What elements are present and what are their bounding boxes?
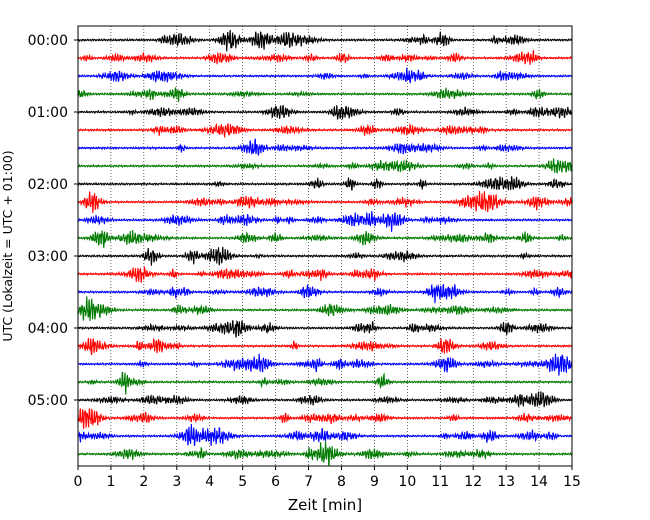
x-tick-label: 13: [497, 474, 515, 490]
seismogram-trace: [77, 371, 573, 395]
y-tick-label: 05:00: [28, 393, 68, 409]
seismogram-trace: [77, 353, 573, 376]
seismogram-trace: [77, 246, 573, 266]
x-tick-label: 15: [563, 474, 581, 490]
seismogram-trace: [77, 104, 573, 121]
seismogram-trace: [77, 408, 573, 429]
x-tick-label: 5: [238, 474, 247, 490]
x-tick-label: 10: [398, 474, 416, 490]
seismogram-trace: [77, 296, 573, 322]
seismogram-trace: [77, 138, 573, 156]
seismogram-trace: [77, 338, 573, 356]
seismogram-trace: [77, 424, 573, 447]
y-axis-label: UTC (Lokalzeit = UTC + 01:00): [0, 150, 15, 341]
grid-lines: [110, 26, 540, 466]
x-axis-label: Zeit [min]: [288, 496, 362, 514]
seismogram-trace: [77, 229, 573, 249]
x-tick-label: 6: [271, 474, 280, 490]
y-tick-label: 03:00: [28, 249, 68, 265]
seismogram-trace: [77, 320, 573, 338]
seismogram-trace: [77, 441, 573, 466]
seismogram-trace: [77, 67, 573, 84]
x-tick-label: 1: [106, 474, 115, 490]
y-axis-ticks: 00:00 01:00 02:00 03:00 04:00 05:00: [28, 33, 78, 409]
seismogram-trace: [77, 283, 573, 304]
x-tick-label: 12: [464, 474, 482, 490]
seismogram-trace: [77, 211, 573, 232]
seismogram-trace: [77, 176, 573, 191]
x-tick-label: 9: [370, 474, 379, 490]
seismogram-trace: [77, 122, 573, 138]
plot-frame: [77, 25, 573, 467]
x-tick-label: 2: [139, 474, 148, 490]
seismogram-trace: [77, 49, 573, 65]
y-tick-label: 04:00: [28, 321, 68, 337]
y-tick-label: 02:00: [28, 177, 68, 193]
x-tick-label: 14: [530, 474, 548, 490]
x-tick-label: 4: [205, 474, 214, 490]
y-tick-label: 01:00: [28, 105, 68, 121]
seismogram-trace: [77, 29, 573, 52]
seismogram-trace: [77, 158, 573, 174]
y-tick-label: 00:00: [28, 33, 68, 49]
seismogram-trace: [77, 391, 573, 409]
plot-background: [78, 26, 572, 466]
x-tick-label: 7: [304, 474, 313, 490]
seismogram-trace: [77, 87, 573, 102]
x-tick-label: 3: [172, 474, 181, 490]
seismogram-trace: [77, 265, 573, 283]
x-tick-label: 0: [74, 474, 83, 490]
x-axis-ticks: 0 1 2 3 4 5 6 7 8 9 10 11 12 13 14 15: [74, 466, 581, 490]
seismogram-trace: [77, 190, 573, 213]
x-tick-label: 11: [431, 474, 449, 490]
x-tick-label: 8: [337, 474, 346, 490]
seismogram-traces: [77, 29, 573, 466]
